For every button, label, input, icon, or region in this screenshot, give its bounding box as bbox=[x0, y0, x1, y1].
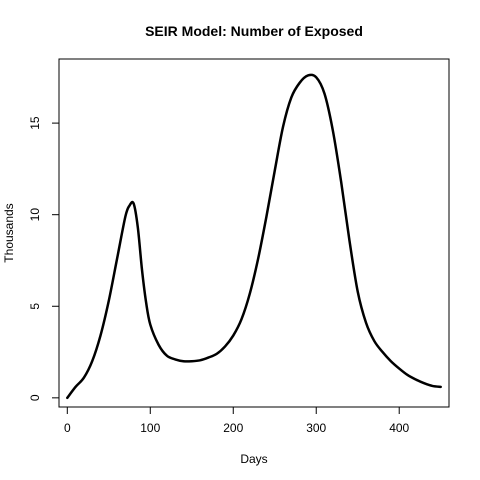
plot-frame bbox=[59, 59, 449, 407]
x-tick-label: 400 bbox=[389, 421, 409, 435]
chart-title: SEIR Model: Number of Exposed bbox=[145, 23, 363, 39]
x-tick-label: 200 bbox=[223, 421, 243, 435]
y-axis-label: Thousands bbox=[2, 203, 16, 262]
x-tick-label: 300 bbox=[306, 421, 326, 435]
x-axis: 0 100 200 300 400 bbox=[64, 407, 410, 435]
x-tick-label: 100 bbox=[140, 421, 160, 435]
y-tick-label: 15 bbox=[28, 116, 42, 130]
x-tick-label: 0 bbox=[64, 421, 71, 435]
y-tick-label: 5 bbox=[28, 303, 42, 310]
y-tick-label: 10 bbox=[28, 208, 42, 222]
y-tick-label: 0 bbox=[28, 394, 42, 401]
y-axis: 0 5 10 15 bbox=[28, 116, 59, 401]
x-axis-label: Days bbox=[240, 452, 267, 466]
exposed-line bbox=[67, 75, 440, 398]
